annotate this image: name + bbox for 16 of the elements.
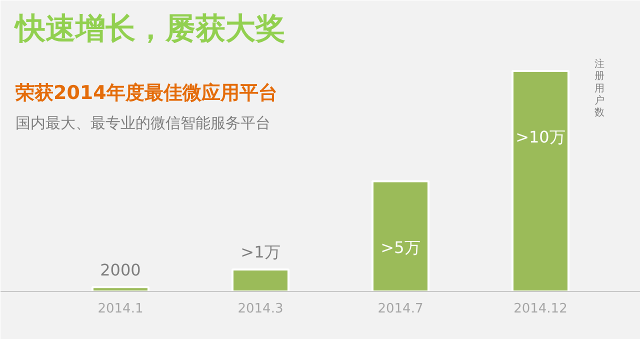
text: 荣获2014年度最佳微应用平台 <box>14 82 278 104</box>
bar <box>371 180 430 292</box>
x-tick-label: 2014.1 <box>98 302 144 316</box>
bar <box>231 268 290 292</box>
data-label: >5万 <box>380 238 420 257</box>
data-label: >10万 <box>516 128 566 147</box>
x-tick-label: 2014.7 <box>378 302 424 316</box>
x-tick-label: 2014.12 <box>514 302 568 316</box>
bar <box>511 70 570 292</box>
data-label: 2000 <box>100 260 141 280</box>
bar <box>91 286 150 292</box>
annotation: 国内最大、最专业的微信智能服务平台 <box>15 114 270 132</box>
chart-title: 快速增长，屡获大奖 <box>13 12 286 47</box>
y-axis-title: 注册用户数 <box>594 58 604 118</box>
data-label: >1万 <box>240 242 280 262</box>
x-tick-label: 2014.3 <box>238 302 284 316</box>
